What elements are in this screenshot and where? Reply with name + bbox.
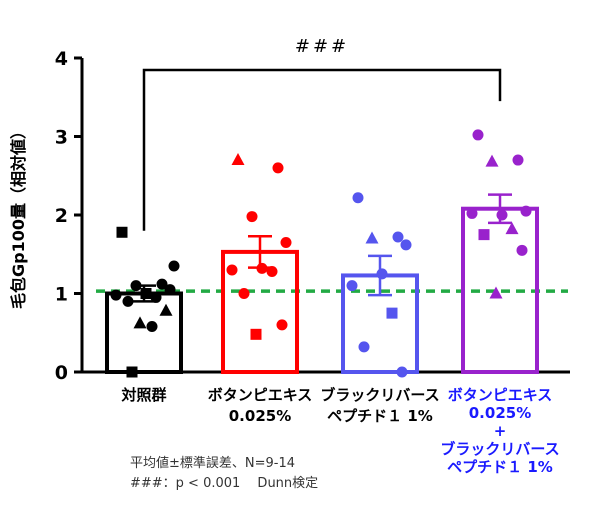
y-tick-label: 3 <box>55 127 68 149</box>
data-point-square <box>140 288 152 299</box>
data-point-triangle <box>159 303 173 316</box>
significance-label: ### <box>295 36 349 57</box>
data-point-circle <box>130 280 142 292</box>
x-tick-label-line: 対照群 <box>120 386 166 404</box>
data-point-square <box>386 307 398 319</box>
data-point-circle <box>280 236 292 248</box>
data-point-circle <box>472 129 484 141</box>
data-point-triangle <box>133 316 147 329</box>
x-tick-label-line: ペプチド１ 1% <box>447 458 553 476</box>
data-point-circle <box>520 205 532 217</box>
x-tick-label-line: 0.025% <box>469 404 531 422</box>
bar <box>105 291 183 374</box>
data-point-circle <box>266 266 278 278</box>
x-tick-label-line: ボタンピエキス <box>208 386 313 404</box>
data-point-circle <box>122 295 134 307</box>
data-point-square <box>126 366 138 378</box>
data-point-circle <box>496 209 508 221</box>
data-point-square <box>116 226 128 238</box>
footnote-test: ###：p < 0.001 Dunn検定 <box>130 476 319 491</box>
data-point-circle <box>346 280 358 292</box>
data-point-circle <box>156 278 168 290</box>
footnote-stats: 平均値±標準誤差、N=9-14 <box>130 456 296 471</box>
y-tick-label: 4 <box>55 48 68 70</box>
y-tick-label: 0 <box>55 362 68 384</box>
data-point-circle <box>396 366 408 378</box>
y-tick-label: 2 <box>55 205 68 227</box>
data-point-circle <box>512 154 524 166</box>
bars <box>105 193 539 375</box>
data-point-circle <box>150 291 162 303</box>
y-tick-label: 1 <box>55 284 68 306</box>
data-points <box>110 129 532 378</box>
x-tick-label-line: + <box>494 422 507 440</box>
data-point-circle <box>238 288 250 299</box>
data-point-circle <box>226 264 238 276</box>
data-point-circle <box>400 239 412 251</box>
significance-bracket: ### <box>142 36 502 231</box>
y-axis-label: 毛包Gp100量（相対値） <box>9 123 28 309</box>
data-point-circle <box>392 231 404 243</box>
data-point-circle <box>246 211 258 223</box>
data-point-circle <box>516 244 528 256</box>
data-point-circle <box>276 319 288 331</box>
axes: 0 1 2 3 4 <box>55 48 570 384</box>
data-point-circle <box>358 341 370 353</box>
data-point-triangle <box>489 286 503 299</box>
data-point-circle <box>376 268 388 280</box>
data-point-triangle <box>485 154 499 167</box>
data-point-circle <box>146 320 158 332</box>
x-tick-label-line: ブラックリバース <box>320 386 439 404</box>
x-tick-label-line: ボタンピエキス <box>448 386 553 404</box>
data-point-square <box>478 229 490 241</box>
x-tick-label-line: 0.025% <box>229 407 291 425</box>
data-point-circle <box>110 289 122 301</box>
data-point-circle <box>272 162 284 174</box>
x-tick-label-line: ペプチド１ 1% <box>327 407 433 425</box>
significance-bracket-line <box>142 68 502 231</box>
data-point-circle <box>164 284 176 296</box>
data-point-circle <box>466 207 478 219</box>
data-point-circle <box>168 260 180 272</box>
data-point-triangle <box>505 222 519 235</box>
data-point-triangle <box>365 231 379 244</box>
data-point-square <box>250 328 262 340</box>
x-tick-label-line: ブラックリバース <box>440 440 559 458</box>
data-point-triangle <box>231 153 245 166</box>
data-point-circle <box>352 192 364 204</box>
data-point-circle <box>256 262 268 274</box>
